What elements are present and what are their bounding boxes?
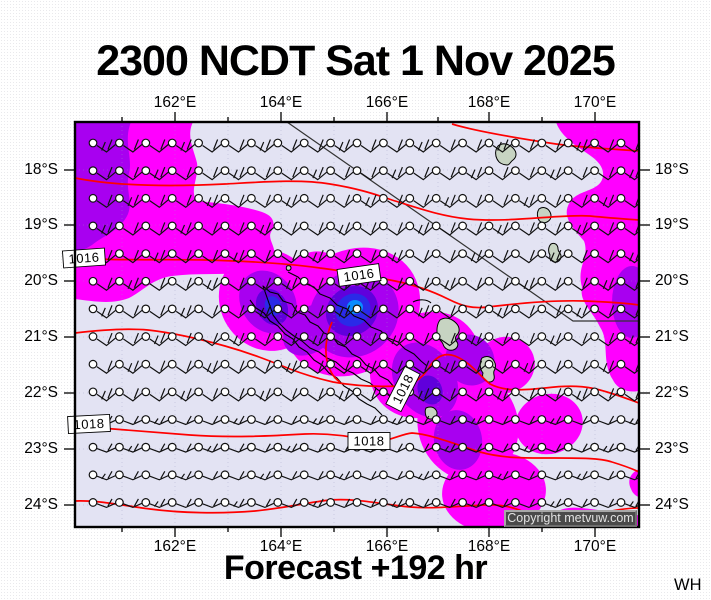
isobar xyxy=(451,123,639,152)
svg-text:1018: 1018 xyxy=(73,416,105,433)
wind-barbs xyxy=(96,139,639,509)
page-title: 2300 NCDT Sat 1 Nov 2025 xyxy=(96,36,616,85)
lat-label-right: 24°S xyxy=(655,496,689,513)
copyright-badge: Copyright metvuw.com xyxy=(504,510,637,527)
lat-label-left: 24°S xyxy=(24,496,58,513)
coastline xyxy=(412,299,432,304)
lon-label-bottom: 164°E xyxy=(259,538,303,555)
svg-text:1018: 1018 xyxy=(354,434,385,449)
shear-line xyxy=(286,122,639,322)
lat-label-right: 20°S xyxy=(655,272,689,289)
lon-label-bottom: 168°E xyxy=(467,538,511,555)
isobar-label: 1016 xyxy=(336,263,382,287)
lon-label-bottom: 170°E xyxy=(573,538,617,555)
lat-label-left: 23°S xyxy=(24,440,58,457)
isobar xyxy=(75,425,639,473)
lon-label-top: 166°E xyxy=(365,94,409,111)
lat-label-left: 21°S xyxy=(24,328,58,345)
lon-label-bottom: 162°E xyxy=(153,538,197,555)
author-initials: WH xyxy=(674,576,702,594)
svg-text:1016: 1016 xyxy=(343,265,376,284)
lat-label-left: 19°S xyxy=(24,216,58,233)
forecast-hour-label: Forecast +192 hr xyxy=(223,549,488,587)
map-content xyxy=(75,122,639,527)
lon-label-top: 168°E xyxy=(467,94,511,111)
lat-label-right: 22°S xyxy=(655,384,689,401)
axis-ticks xyxy=(64,112,650,537)
island xyxy=(285,265,292,271)
lat-label-right: 21°S xyxy=(655,328,689,345)
lat-label-left: 20°S xyxy=(24,272,58,289)
isobar-label: 1016 xyxy=(61,247,107,269)
lon-label-top: 162°E xyxy=(153,94,197,111)
svg-text:1016: 1016 xyxy=(68,249,100,266)
island xyxy=(536,207,552,224)
isobar-label: 1018 xyxy=(67,413,111,435)
map-frame xyxy=(73,120,641,529)
lat-label-left: 18°S xyxy=(24,161,58,178)
lat-label-right: 18°S xyxy=(655,161,689,178)
wind-barb-stations xyxy=(88,138,626,507)
isobar-label: 1018 xyxy=(347,432,391,450)
lat-label-right: 23°S xyxy=(655,440,689,457)
isobar xyxy=(75,257,639,309)
island xyxy=(495,143,517,166)
lat-label-right: 19°S xyxy=(655,216,689,233)
coastline xyxy=(249,299,383,416)
lon-label-top: 170°E xyxy=(573,94,617,111)
lat-label-left: 22°S xyxy=(24,384,58,401)
lon-label-bottom: 166°E xyxy=(365,538,409,555)
lon-label-top: 164°E xyxy=(259,94,303,111)
